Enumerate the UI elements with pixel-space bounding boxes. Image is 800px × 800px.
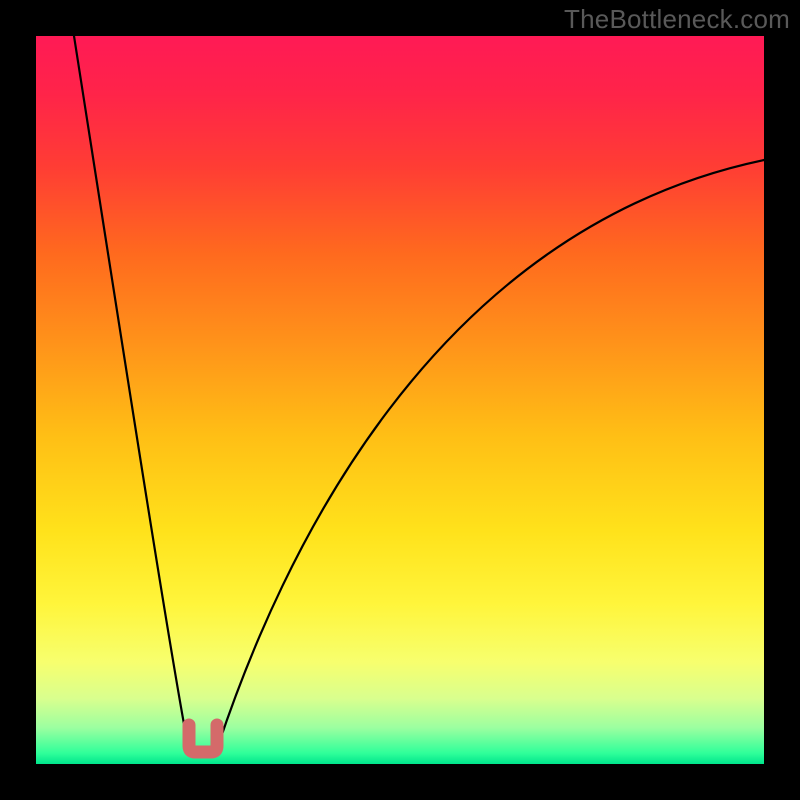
bottleneck-curve — [74, 36, 764, 754]
watermark-text: TheBottleneck.com — [564, 4, 790, 35]
minimum-marker — [189, 725, 217, 752]
frame-right — [764, 0, 800, 800]
frame-left — [0, 0, 36, 800]
frame-bottom — [0, 764, 800, 800]
curve-svg-layer — [0, 0, 800, 800]
chart-canvas: TheBottleneck.com — [0, 0, 800, 800]
